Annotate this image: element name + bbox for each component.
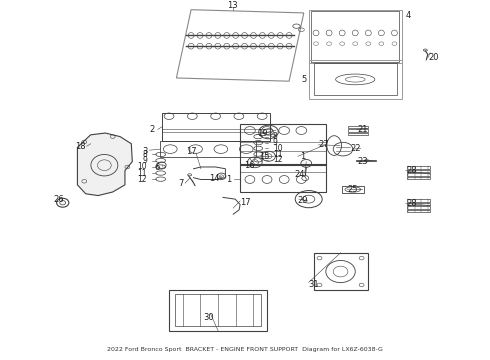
Text: 21: 21 [357, 125, 368, 134]
Text: 3: 3 [142, 147, 147, 156]
Text: 1: 1 [300, 152, 305, 161]
Text: 8: 8 [142, 150, 147, 159]
Bar [314, 63, 397, 95]
Text: 24: 24 [294, 170, 305, 179]
Text: 2022 Ford Bronco Sport  BRACKET - ENGINE FRONT SUPPORT  Diagram for LX6Z-6038-G: 2022 Ford Bronco Sport BRACKET - ENGINE … [107, 347, 383, 352]
Text: 31: 31 [308, 280, 319, 289]
Text: 16: 16 [244, 161, 254, 170]
Text: 9: 9 [273, 138, 278, 147]
Text: 8: 8 [273, 132, 278, 141]
Bar [407, 210, 430, 212]
Text: 9: 9 [142, 156, 147, 165]
Bar [407, 166, 430, 169]
Bar [342, 186, 364, 193]
Text: 2: 2 [149, 125, 154, 134]
Text: 10: 10 [137, 162, 147, 171]
Bar [175, 294, 261, 327]
Text: 19: 19 [257, 129, 268, 138]
Text: 23: 23 [357, 157, 368, 166]
Text: 27: 27 [318, 140, 329, 149]
Text: 17: 17 [240, 198, 250, 207]
Bar [240, 165, 326, 192]
Text: 15: 15 [259, 152, 270, 161]
Bar [309, 10, 402, 63]
Text: 12: 12 [273, 155, 282, 164]
Text: 25: 25 [347, 185, 358, 194]
Text: 5: 5 [301, 75, 307, 84]
Text: 28: 28 [406, 166, 417, 175]
Bar [407, 170, 430, 172]
Text: 20: 20 [428, 54, 439, 63]
Text: 17: 17 [186, 148, 196, 157]
Bar [407, 206, 430, 209]
Bar [240, 124, 326, 165]
Bar [407, 177, 430, 180]
Text: 26: 26 [53, 195, 64, 204]
Bar [314, 253, 368, 290]
Ellipse shape [60, 201, 66, 205]
Text: 28: 28 [406, 199, 417, 208]
Polygon shape [77, 133, 132, 195]
Text: 10: 10 [273, 144, 283, 153]
Bar [407, 203, 430, 205]
Text: 11: 11 [138, 168, 147, 177]
Text: 7: 7 [179, 179, 184, 188]
Text: 22: 22 [350, 144, 361, 153]
Text: 12: 12 [138, 175, 147, 184]
Bar [348, 126, 368, 129]
Bar [407, 174, 430, 176]
Bar [348, 133, 368, 135]
Bar [407, 199, 430, 202]
Bar [169, 289, 267, 331]
Text: 14: 14 [209, 174, 220, 183]
Bar [311, 12, 399, 62]
Text: 13: 13 [227, 1, 238, 10]
Text: 4: 4 [406, 10, 411, 19]
Text: 18: 18 [75, 142, 86, 151]
Text: 6: 6 [154, 163, 159, 172]
Text: 11: 11 [273, 150, 282, 159]
Bar [162, 113, 270, 141]
Text: 30: 30 [203, 313, 214, 322]
Text: 1: 1 [226, 175, 231, 184]
Text: 29: 29 [297, 197, 308, 206]
Bar [309, 60, 402, 99]
Bar [348, 130, 368, 132]
Bar [161, 141, 256, 157]
